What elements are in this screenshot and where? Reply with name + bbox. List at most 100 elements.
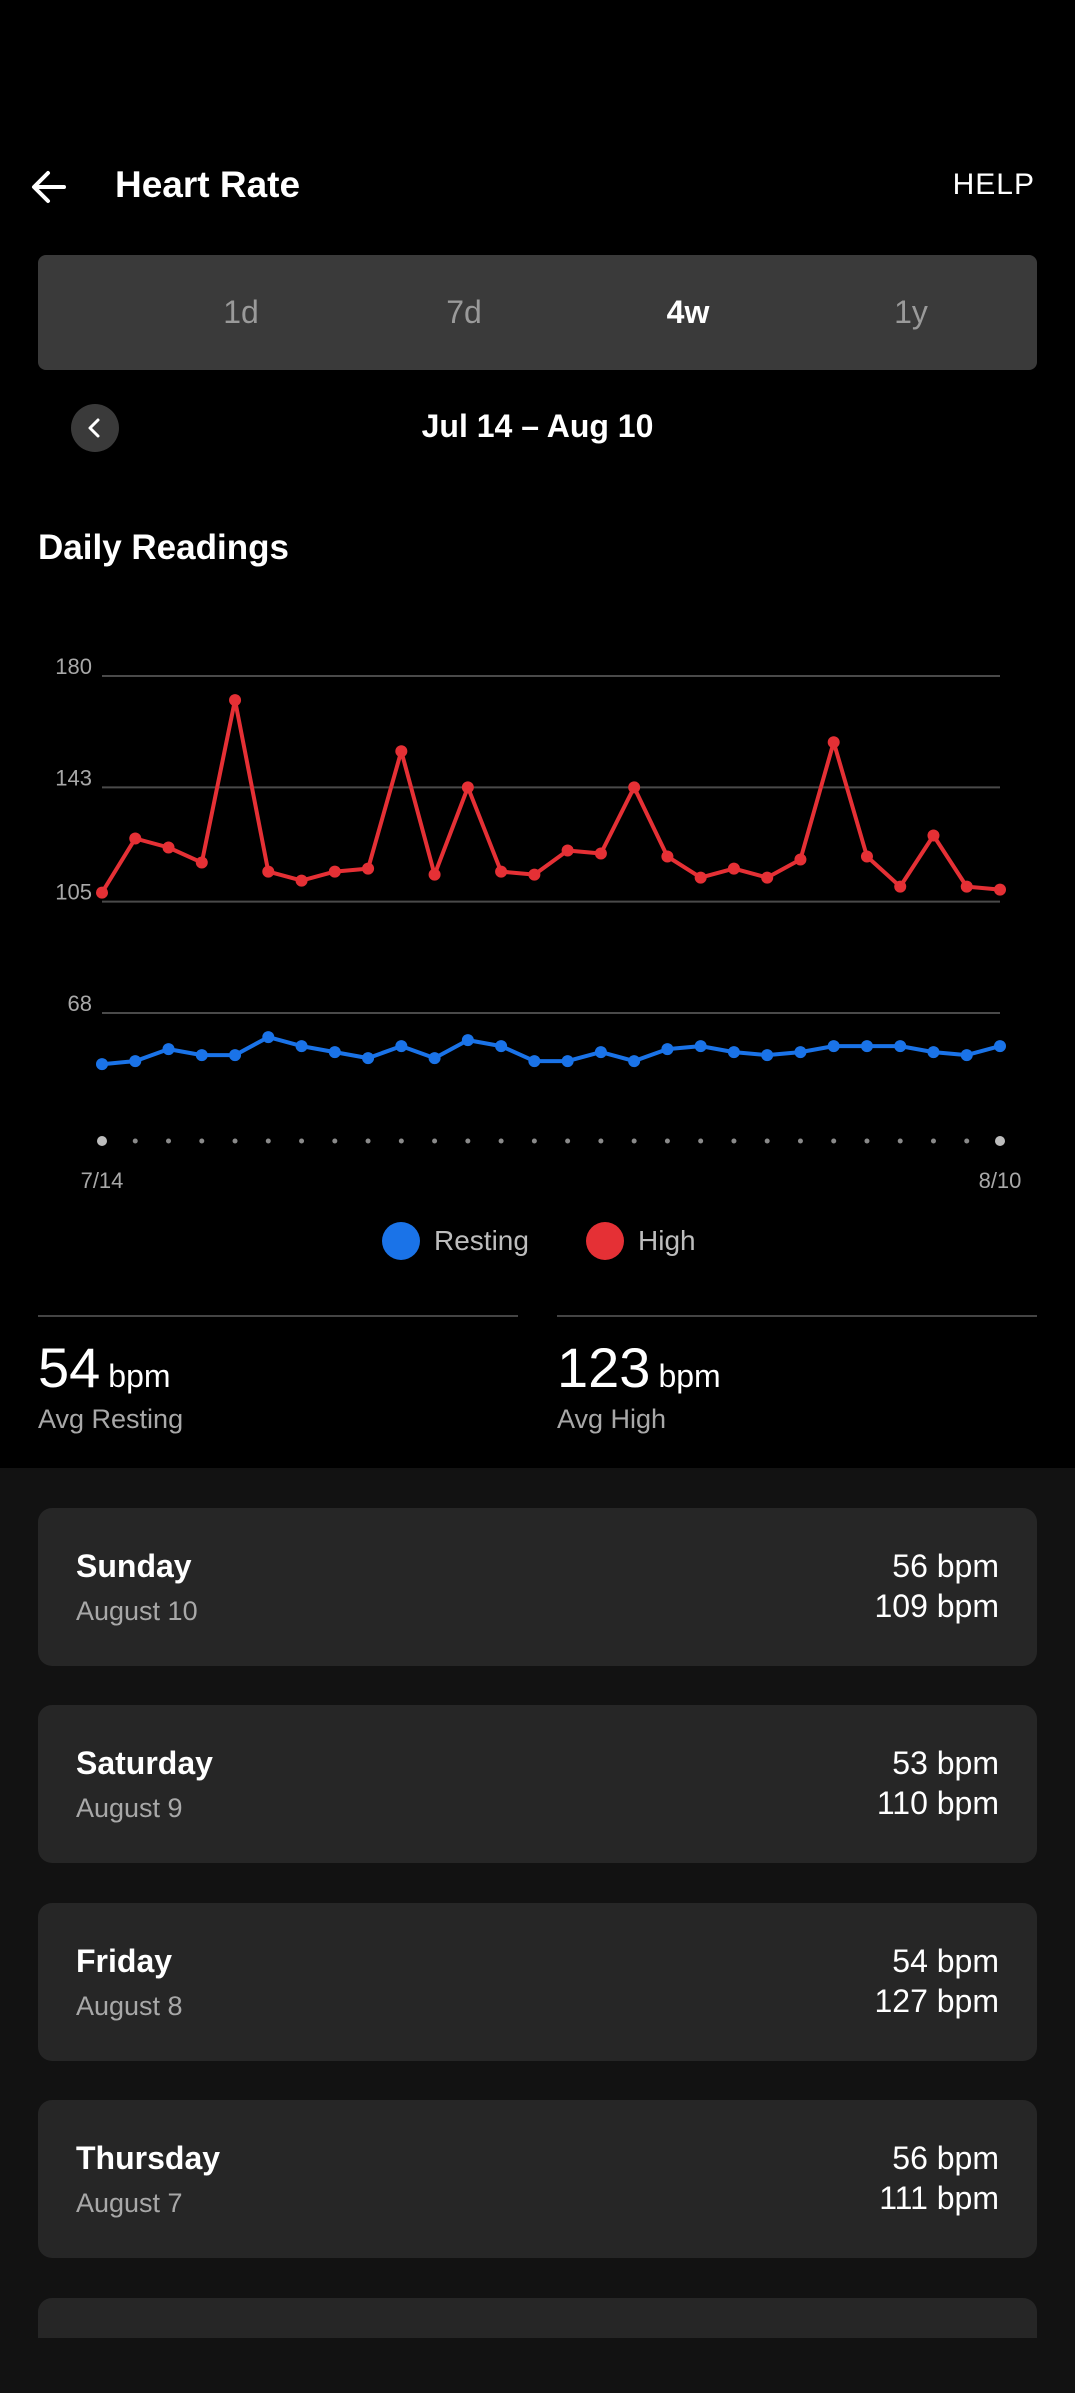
day-name: Sunday bbox=[76, 1548, 192, 1584]
chevron-left-icon bbox=[88, 418, 100, 438]
data-point-resting bbox=[362, 1052, 375, 1065]
day-card-partial[interactable] bbox=[38, 2298, 1037, 2338]
x-tick-dot bbox=[864, 1138, 870, 1144]
help-button[interactable]: HELP bbox=[952, 168, 1035, 201]
date-range-label: Jul 14 – Aug 10 bbox=[421, 408, 654, 444]
data-point-high bbox=[129, 832, 142, 845]
data-point-resting bbox=[495, 1040, 508, 1053]
legend-high: High bbox=[586, 1222, 696, 1260]
data-point-high bbox=[362, 862, 375, 875]
x-tick-dot bbox=[265, 1138, 271, 1144]
data-point-high bbox=[528, 868, 541, 881]
x-tick-dot bbox=[365, 1138, 371, 1144]
x-tick-dot bbox=[465, 1138, 471, 1144]
day-resting-value: 56 bpm bbox=[892, 2140, 999, 2176]
data-point-high bbox=[262, 865, 275, 878]
legend-high-label: High bbox=[638, 1225, 696, 1256]
x-tick-dot bbox=[199, 1138, 205, 1144]
day-card[interactable]: Sunday August 10 56 bpm 109 bpm bbox=[38, 1508, 1037, 1666]
data-point-resting bbox=[661, 1043, 674, 1056]
data-point-high bbox=[195, 856, 208, 869]
x-tick-dot bbox=[166, 1138, 172, 1144]
day-high-value: 111 bpm bbox=[879, 2180, 999, 2216]
daily-list: Sunday August 10 56 bpm 109 bpm Saturday… bbox=[0, 1468, 1075, 2393]
tab-1d[interactable]: 1d bbox=[223, 294, 259, 330]
x-tick-dot bbox=[432, 1138, 438, 1144]
x-tick-dot bbox=[565, 1138, 571, 1144]
data-point-resting bbox=[827, 1040, 840, 1053]
data-point-high bbox=[927, 829, 940, 842]
data-point-resting bbox=[628, 1055, 641, 1068]
back-arrow-icon bbox=[32, 171, 66, 203]
x-tick-dot bbox=[97, 1136, 107, 1146]
day-card[interactable]: Friday August 8 54 bpm 127 bpm bbox=[38, 1903, 1037, 2061]
data-point-high bbox=[960, 880, 973, 893]
data-point-resting bbox=[761, 1049, 774, 1062]
x-tick-dot bbox=[398, 1138, 404, 1144]
data-point-high bbox=[495, 865, 508, 878]
day-date: August 7 bbox=[76, 2188, 183, 2218]
range-selector: 1d 7d 4w 1y bbox=[38, 255, 1037, 370]
x-tick-dot bbox=[232, 1138, 238, 1144]
y-tick-label: 143 bbox=[55, 765, 92, 790]
day-name: Friday bbox=[76, 1943, 173, 1979]
day-resting-value: 54 bpm bbox=[892, 1943, 999, 1979]
x-tick-dot bbox=[132, 1138, 138, 1144]
day-card[interactable]: Saturday August 9 53 bpm 110 bpm bbox=[38, 1705, 1037, 1863]
data-point-resting bbox=[794, 1046, 807, 1059]
data-point-high bbox=[229, 694, 242, 707]
x-tick-dot bbox=[797, 1138, 803, 1144]
x-tick-start: 7/14 bbox=[81, 1168, 124, 1193]
data-point-resting bbox=[528, 1055, 541, 1068]
data-point-resting bbox=[262, 1031, 275, 1044]
data-point-high bbox=[295, 874, 308, 887]
data-point-resting bbox=[229, 1049, 242, 1062]
data-point-resting bbox=[428, 1052, 441, 1065]
x-tick-dot bbox=[498, 1138, 504, 1144]
data-point-resting bbox=[694, 1040, 707, 1053]
day-date: August 9 bbox=[76, 1793, 183, 1823]
previous-period-button[interactable] bbox=[71, 404, 119, 452]
x-tick-dot bbox=[995, 1136, 1005, 1146]
day-date: August 10 bbox=[76, 1596, 198, 1626]
series-line-resting bbox=[101, 1035, 1001, 1067]
back-button[interactable] bbox=[22, 160, 76, 214]
x-tick-dot bbox=[897, 1138, 903, 1144]
data-point-resting bbox=[395, 1040, 408, 1053]
y-tick-label: 180 bbox=[55, 654, 92, 679]
data-point-resting bbox=[162, 1043, 175, 1056]
y-tick-label: 105 bbox=[55, 880, 92, 905]
x-tick-dot bbox=[698, 1138, 704, 1144]
data-point-resting bbox=[727, 1046, 740, 1059]
data-point-high bbox=[162, 841, 175, 854]
x-tick-dot bbox=[332, 1138, 338, 1144]
avg-resting-value: 54 bbox=[38, 1336, 101, 1399]
day-resting-value: 56 bpm bbox=[892, 1548, 999, 1584]
data-point-high bbox=[395, 745, 408, 758]
tab-7d[interactable]: 7d bbox=[446, 294, 482, 330]
data-point-resting bbox=[960, 1049, 973, 1062]
data-point-high bbox=[994, 883, 1006, 896]
data-point-resting bbox=[195, 1049, 208, 1062]
y-tick-label: 68 bbox=[68, 991, 92, 1016]
avg-high-stat: 123 bpm Avg High bbox=[557, 1315, 1037, 1435]
data-point-resting bbox=[328, 1046, 341, 1059]
day-card[interactable]: Thursday August 7 56 bpm 111 bpm bbox=[38, 2100, 1037, 2258]
data-point-high bbox=[860, 850, 873, 863]
day-name: Saturday bbox=[76, 1745, 213, 1781]
legend-resting: Resting bbox=[382, 1222, 529, 1260]
legend-resting-swatch bbox=[382, 1222, 420, 1260]
tab-1y[interactable]: 1y bbox=[894, 294, 928, 330]
tab-4w[interactable]: 4w bbox=[666, 294, 710, 330]
data-point-high bbox=[561, 844, 574, 857]
avg-high-value: 123 bbox=[557, 1336, 651, 1399]
data-point-resting bbox=[594, 1046, 607, 1059]
data-point-resting bbox=[129, 1055, 142, 1068]
legend-high-swatch bbox=[586, 1222, 624, 1260]
data-point-high bbox=[694, 871, 707, 884]
legend-resting-label: Resting bbox=[434, 1225, 529, 1256]
data-point-resting bbox=[894, 1040, 907, 1053]
x-tick-dot bbox=[731, 1138, 737, 1144]
data-point-high bbox=[661, 850, 674, 863]
data-point-high bbox=[428, 868, 441, 881]
